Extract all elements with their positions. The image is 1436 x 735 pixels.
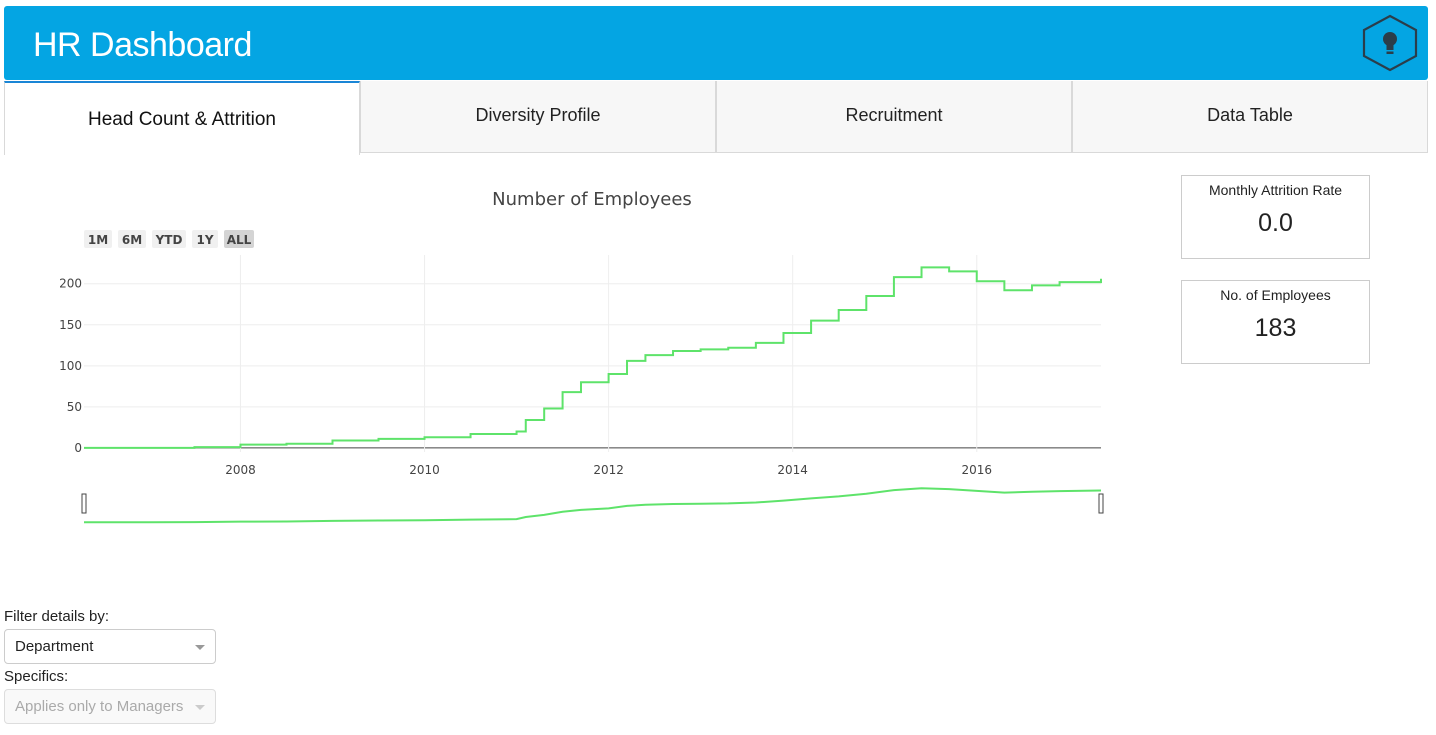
tab-bar: Head Count & Attrition Diversity Profile… [4, 81, 1428, 155]
range-button-label: 1Y [196, 233, 213, 247]
kpi-employees: No. of Employees 183 [1181, 280, 1370, 364]
app-header: HR Dashboard [4, 6, 1428, 80]
chart-title: Number of Employees [492, 189, 692, 210]
chevron-down-icon [195, 645, 205, 650]
y-tick-label: 150 [59, 318, 82, 332]
x-tick-label: 2014 [777, 463, 808, 477]
kpi-employees-value: 183 [1254, 314, 1297, 342]
range-button-label: ALL [227, 233, 252, 247]
tab-recruitment[interactable]: Recruitment [716, 81, 1072, 153]
x-tick-label: 2008 [225, 463, 256, 477]
range-button-label: 6M [122, 233, 142, 247]
x-tick-label: 2010 [409, 463, 440, 477]
y-tick-label: 200 [59, 277, 82, 291]
specifics-label: Specifics: [4, 668, 69, 685]
specifics-dropdown: Applies only to Managers [4, 689, 216, 724]
tab-head-count-attrition[interactable]: Head Count & Attrition [4, 81, 360, 155]
x-tick-label: 2012 [593, 463, 624, 477]
y-tick-label: 100 [59, 359, 82, 373]
tab-diversity-profile[interactable]: Diversity Profile [360, 81, 716, 153]
y-tick-label: 50 [67, 400, 82, 414]
employees-line [84, 266, 1102, 449]
kpi-attrition-value: 0.0 [1258, 209, 1293, 237]
x-tick-label: 2016 [961, 463, 992, 477]
chart-grid [84, 255, 1101, 452]
tab-data-table[interactable]: Data Table [1072, 81, 1428, 153]
x-axis: 2008 2010 2012 2014 2016 [225, 463, 992, 477]
app-title: HR Dashboard [33, 26, 252, 64]
range-button-all[interactable]: ALL [224, 230, 254, 248]
kpi-employees-label: No. of Employees [1220, 287, 1331, 303]
range-slider-line [84, 487, 1102, 524]
lightbulb-hexagon-icon[interactable] [1360, 12, 1420, 74]
kpi-attrition-label: Monthly Attrition Rate [1208, 182, 1343, 198]
kpi-attrition-rate: Monthly Attrition Rate 0.0 [1181, 175, 1370, 259]
filter-label: Filter details by: [4, 608, 110, 625]
range-button-6m[interactable]: 6M [118, 230, 146, 248]
chevron-down-icon [195, 705, 205, 710]
filter-dropdown[interactable]: Department [4, 629, 216, 664]
range-button-label: YTD [155, 233, 183, 247]
employees-chart: Number of Employees 1M 6M YTD 1Y ALL 0 50 100 1… [59, 189, 1104, 524]
range-button-1m[interactable]: 1M [84, 230, 112, 248]
filter-dropdown-value: Department [15, 638, 94, 655]
range-slider-right-handle[interactable] [1098, 493, 1104, 514]
y-tick-label: 0 [74, 441, 82, 455]
range-selector: 1M 6M YTD 1Y ALL [84, 230, 254, 248]
y-axis: 0 50 100 150 200 [59, 277, 82, 455]
specifics-dropdown-placeholder: Applies only to Managers [15, 698, 184, 715]
range-button-ytd[interactable]: YTD [152, 230, 186, 248]
range-button-1y[interactable]: 1Y [192, 230, 218, 248]
range-button-label: 1M [88, 233, 108, 247]
range-slider-left-handle[interactable] [81, 493, 87, 514]
